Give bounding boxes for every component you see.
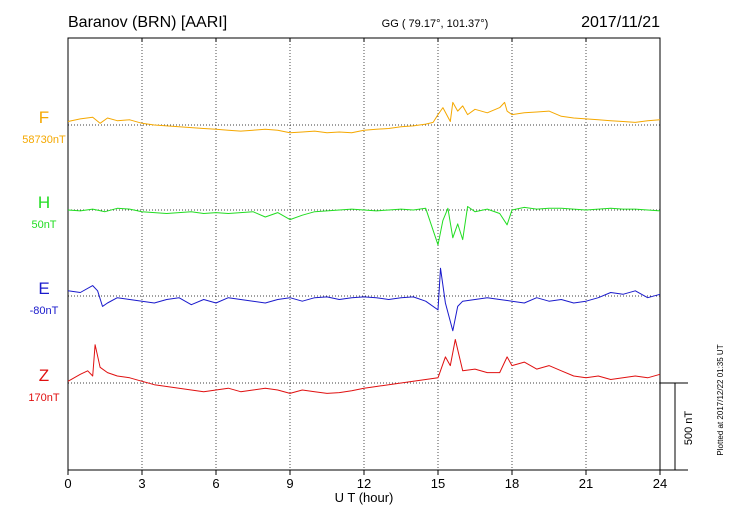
x-tick-label: 21 [579, 476, 593, 491]
x-tick-label: 0 [64, 476, 71, 491]
plot-date: 2017/11/21 [581, 14, 660, 31]
x-tick-label: 24 [653, 476, 667, 491]
x-axis-ticks: 0 3 6 9 12 15 18 21 24 [64, 38, 667, 491]
series-name-z: Z [39, 366, 49, 385]
plotted-at-note: Plotted at 2017/12/22 01:35 UT [716, 344, 725, 455]
series-name-e: E [38, 279, 49, 298]
series-labels: F 58730nT H 50nT E -80nT Z 170nT [22, 108, 66, 404]
x-tick-label: 3 [138, 476, 145, 491]
x-axis-label: U T (hour) [335, 490, 394, 505]
x-tick-label: 18 [505, 476, 519, 491]
series-lines [67, 101, 661, 394]
grid [141, 38, 587, 470]
series-baseline-f: 58730nT [22, 134, 66, 146]
series-name-f: F [39, 108, 49, 127]
scale-bar: 500 nT [660, 382, 695, 471]
scale-bar-label: 500 nT [683, 411, 695, 446]
series-line-f [67, 101, 661, 134]
station-title: Baranov (BRN) [AARI] [68, 14, 227, 31]
x-tick-label: 12 [357, 476, 371, 491]
geographic-coordinates: GG ( 79.17°, 101.37°) [382, 18, 489, 30]
series-baseline-z: 170nT [28, 392, 59, 404]
series-line-z [67, 339, 661, 394]
series-baseline-h: 50nT [31, 219, 56, 231]
series-line-e [67, 267, 661, 332]
x-tick-label: 15 [431, 476, 445, 491]
series-name-h: H [38, 193, 50, 212]
series-line-h [67, 206, 661, 246]
x-tick-label: 6 [212, 476, 219, 491]
series-baseline-e: -80nT [30, 305, 59, 317]
x-tick-label: 9 [286, 476, 293, 491]
